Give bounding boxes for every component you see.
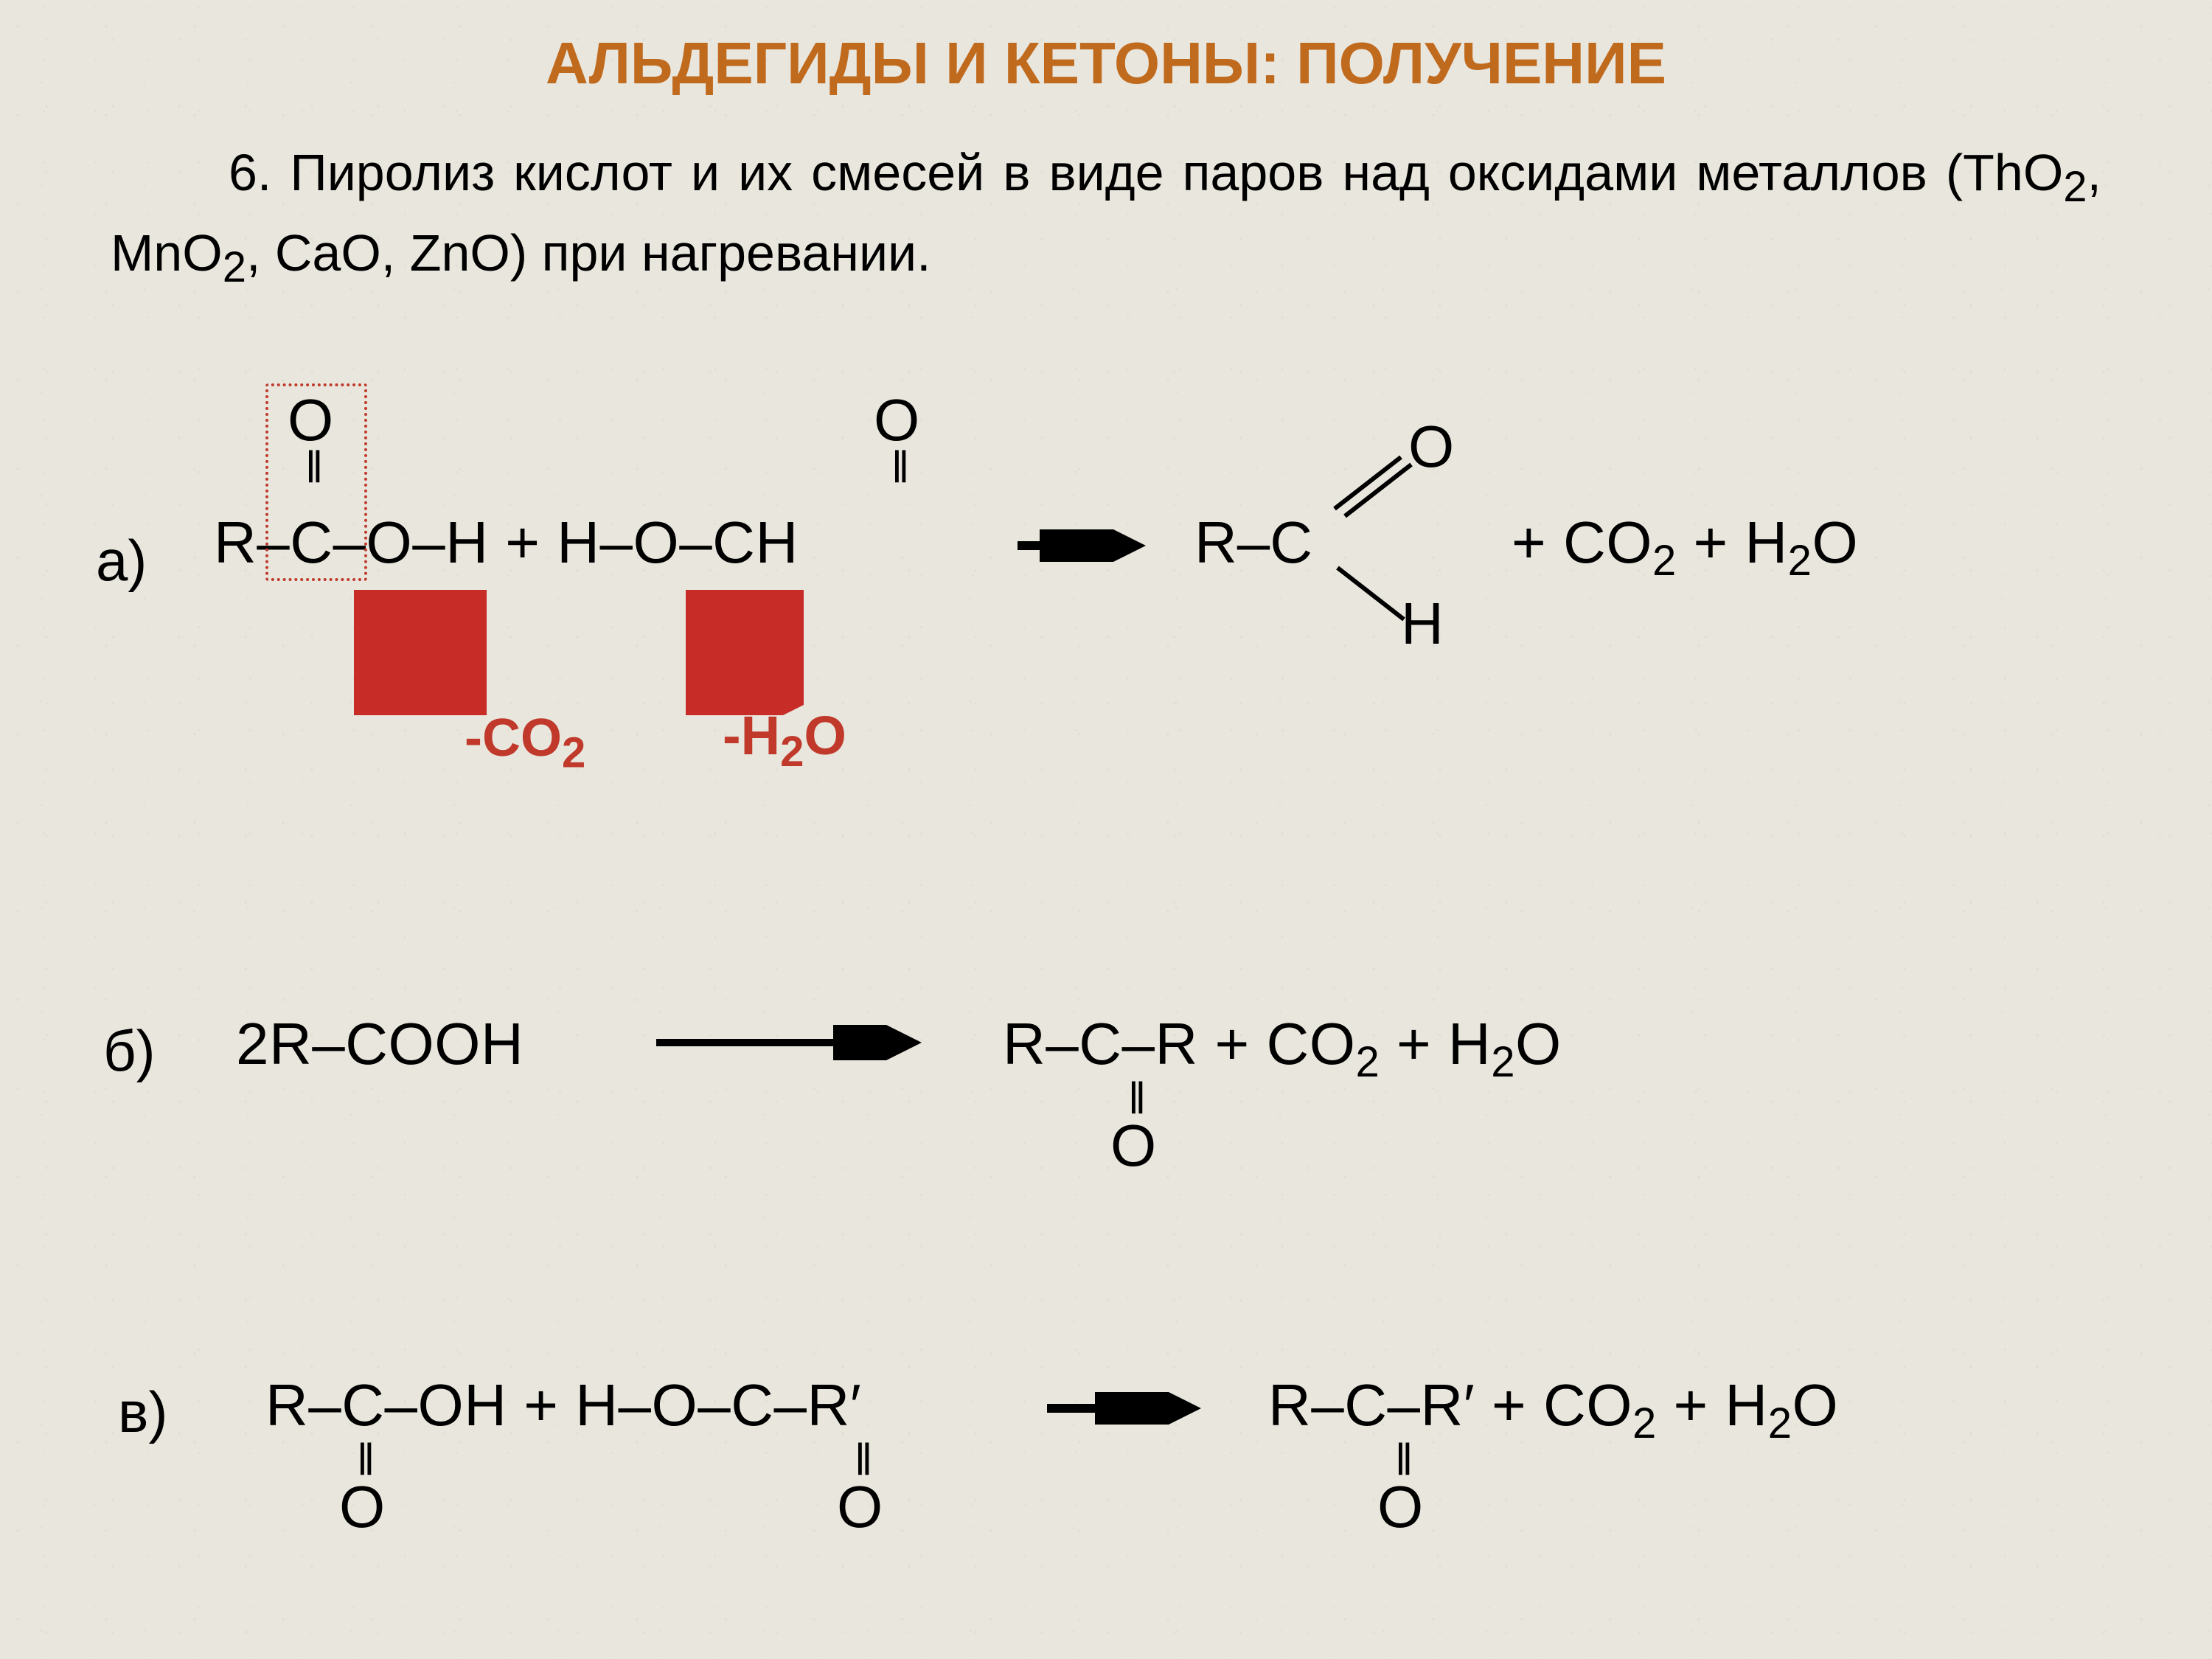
- sub-2: 2: [223, 243, 246, 291]
- anno-co2-text: -CO: [465, 709, 562, 768]
- row-a-dbond2: O ǁ: [874, 391, 919, 490]
- tail-h: + H: [1677, 509, 1788, 575]
- oxygen-atom: O: [837, 1474, 883, 1540]
- row-b-h: + H: [1380, 1011, 1491, 1077]
- oxygen-atom: O: [1110, 1113, 1156, 1178]
- row-c-dbond3: ǁ O: [1377, 1438, 1423, 1537]
- sub-2: 2: [1355, 1038, 1380, 1086]
- intro-part1: 6. Пиролиз кислот и их смесей в виде пар…: [229, 144, 2063, 201]
- sub-2: 2: [1632, 1399, 1657, 1447]
- row-c-o: O: [1792, 1372, 1838, 1438]
- row-b-products: R–C–R + CO2 + H2O: [1003, 1010, 1562, 1078]
- sub-2: 2: [2063, 163, 2087, 211]
- row-c-h: + H: [1657, 1372, 1768, 1438]
- aldehyde-o: O: [1408, 413, 1455, 481]
- tail-o: O: [1812, 509, 1858, 575]
- oxygen-atom: O: [339, 1474, 385, 1540]
- sub-2: 2: [562, 728, 585, 776]
- row-c-dbond2: ǁ O: [837, 1438, 883, 1537]
- row-b-rcr: R–C–R + CO: [1003, 1011, 1355, 1077]
- row-a-aldehyde: R–C: [1194, 509, 1312, 577]
- reaction-arrow-icon: [1018, 529, 1150, 562]
- aldehyde-h: H: [1401, 590, 1444, 658]
- reaction-arrow-icon: [1047, 1392, 1209, 1425]
- row-b-o: O: [1515, 1011, 1562, 1077]
- dotted-highlight-box: [265, 383, 367, 581]
- intro-part3: , CaO, ZnO) при нагревании.: [246, 224, 931, 282]
- anno-h2o-h: -H: [723, 705, 780, 766]
- reaction-arrow-icon: [656, 1025, 936, 1060]
- sub-2: 2: [1768, 1399, 1792, 1447]
- row-a-label: а): [96, 527, 147, 594]
- intro-text: 6. Пиролиз кислот и их смесей в виде пар…: [111, 133, 2101, 293]
- oxygen-atom: O: [1377, 1474, 1423, 1540]
- sub-2: 2: [1788, 537, 1812, 585]
- row-c-dbond1: ǁ O: [339, 1438, 385, 1537]
- sub-2: 2: [780, 728, 804, 776]
- red-arrow-icon: [354, 590, 487, 719]
- row-b-reactant: 2R–COOH: [236, 1010, 524, 1078]
- row-b-dbond: ǁ O: [1110, 1077, 1156, 1175]
- annotation-co2: -CO2: [465, 708, 585, 768]
- red-arrow-icon: [686, 590, 804, 719]
- sub-2: 2: [1491, 1038, 1515, 1086]
- aldehyde-rc: R–C: [1194, 509, 1312, 575]
- page-title: АЛЬДЕГИДЫ И КЕТОНЫ: ПОЛУЧЕНИЕ: [0, 29, 2212, 97]
- sub-2: 2: [1652, 537, 1677, 585]
- row-c-products: R–C–R′ + CO2 + H2O: [1268, 1371, 1838, 1439]
- row-c-label: в): [118, 1379, 167, 1446]
- row-c-rcr: R–C–R′ + CO: [1268, 1372, 1632, 1438]
- row-c-reactants: R–C–OH + H–O–C–R′: [265, 1371, 861, 1439]
- annotation-h2o: -H2O: [723, 704, 846, 767]
- anno-h2o-o: O: [804, 705, 846, 766]
- tail-co: + CO: [1512, 509, 1652, 575]
- row-b-label: б): [103, 1018, 156, 1085]
- row-a-products-tail: + CO2 + H2O: [1512, 509, 1858, 577]
